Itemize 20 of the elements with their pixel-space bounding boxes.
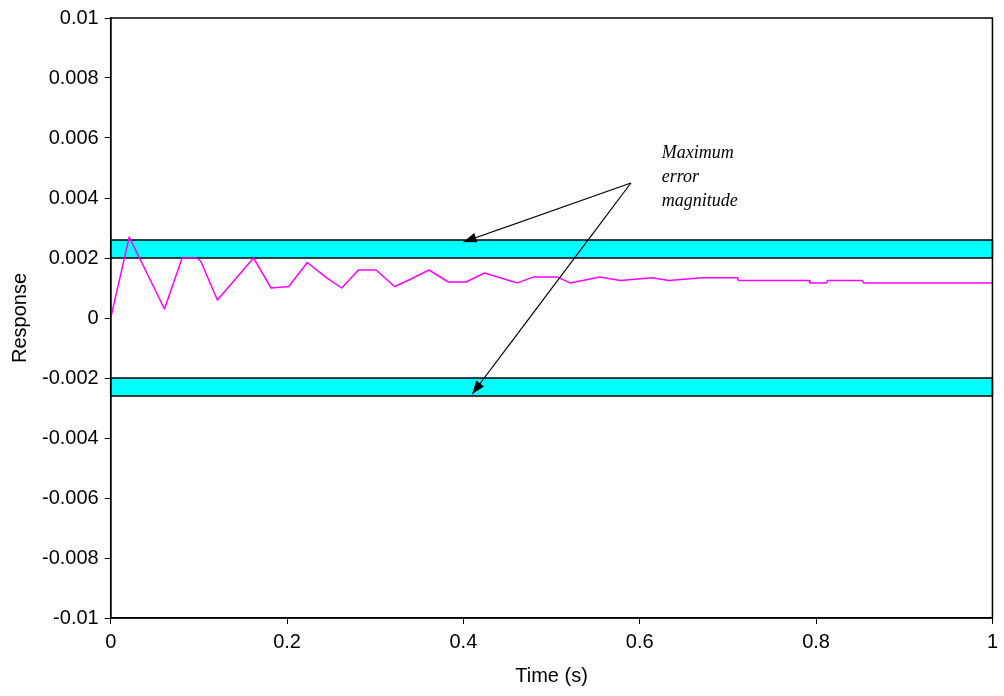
y-tick-label: -0.01 — [53, 605, 99, 628]
y-tick-label: 0 — [87, 305, 99, 328]
y-tick-label: 0.01 — [59, 5, 99, 28]
y-tick-label: 0.004 — [48, 185, 99, 208]
y-tick-label: -0.004 — [41, 425, 99, 448]
x-tick-label: 0 — [105, 629, 117, 652]
x-tick-label: 0.4 — [449, 629, 478, 652]
x-axis-title: Time (s) — [515, 663, 588, 686]
annotation: Maximum error magnitude — [660, 141, 738, 210]
y-axis-title: Response — [7, 272, 30, 364]
x-tick-label: 0.6 — [625, 629, 654, 652]
x-tick-label: 0.2 — [273, 629, 301, 652]
y-tick-label: 0.006 — [48, 125, 99, 148]
x-tick-label: 0.8 — [802, 629, 830, 652]
y-tick-label: -0.006 — [41, 485, 99, 508]
y-tick-label: -0.008 — [41, 545, 99, 568]
y-tick-label: 0.008 — [48, 65, 99, 88]
y-tick-label: 0.002 — [48, 245, 99, 268]
x-tick-label: 1 — [986, 629, 998, 652]
y-tick-label: -0.002 — [41, 365, 99, 388]
